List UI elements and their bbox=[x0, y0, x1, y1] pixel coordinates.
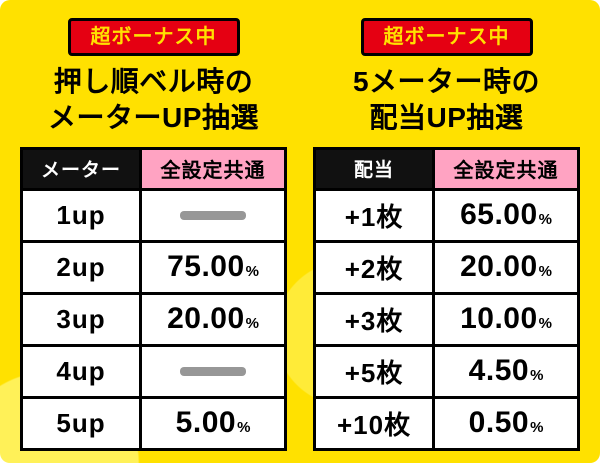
panel-title-line1: 押し順ベル時の bbox=[53, 66, 254, 97]
panel-payout-up: 超ボーナス中 5メーター時の 配当UP抽選 配当 全設定共通 +1枚 65.00… bbox=[312, 18, 580, 451]
row-label: +5枚 bbox=[312, 343, 436, 399]
table-row: +1枚 65.00% bbox=[312, 187, 580, 243]
table-row: +2枚 20.00% bbox=[312, 239, 580, 295]
header-all-settings: 全設定共通 bbox=[432, 146, 580, 191]
row-value-number: 20.00 bbox=[167, 302, 245, 336]
table-header-row: メーター 全設定共通 bbox=[19, 146, 287, 191]
payout-up-table: 配当 全設定共通 +1枚 65.00% +2枚 20.00% +3枚 bbox=[312, 146, 580, 451]
row-value: 10.00% bbox=[432, 291, 580, 347]
row-label: 5up bbox=[19, 395, 143, 451]
table-row: +10枚 0.50% bbox=[312, 395, 580, 451]
row-value-number: 75.00 bbox=[167, 250, 245, 284]
panel-title-line2: 配当UP抽選 bbox=[369, 102, 524, 134]
percent-sign: % bbox=[538, 211, 552, 229]
table-row: 1up bbox=[19, 187, 287, 243]
panel-meter-up: 超ボーナス中 押し順ベル時の メーターUP抽選 メーター 全設定共通 1up bbox=[19, 18, 287, 451]
row-value bbox=[139, 187, 287, 243]
percent-sign: % bbox=[245, 263, 259, 281]
row-value-number: 65.00 bbox=[460, 198, 538, 232]
status-badge: 超ボーナス中 bbox=[360, 18, 533, 56]
table-row: 5up 5.00% bbox=[19, 395, 287, 451]
panel-title: 押し順ベル時の メーターUP抽選 bbox=[48, 64, 259, 137]
row-value: 0.50% bbox=[432, 395, 580, 451]
row-label: 2up bbox=[19, 239, 143, 295]
header-all-settings: 全設定共通 bbox=[139, 146, 287, 191]
dash-bar bbox=[180, 210, 247, 220]
header-meter: メーター bbox=[19, 146, 143, 191]
meter-up-table: メーター 全設定共通 1up 2up 75.00% 3up 2 bbox=[19, 146, 287, 451]
table-row: +3枚 10.00% bbox=[312, 291, 580, 347]
table-row: 2up 75.00% bbox=[19, 239, 287, 295]
row-value: 75.00% bbox=[139, 239, 287, 295]
percent-sign: % bbox=[530, 367, 544, 385]
row-label: 3up bbox=[19, 291, 143, 347]
table-header-row: 配当 全設定共通 bbox=[312, 146, 580, 191]
row-label: +2枚 bbox=[312, 239, 436, 295]
table-row: 4up bbox=[19, 343, 287, 399]
row-value-number: 20.00 bbox=[460, 250, 538, 284]
percent-sign: % bbox=[237, 419, 251, 437]
header-payout: 配当 bbox=[312, 146, 436, 191]
row-value: 20.00% bbox=[139, 291, 287, 347]
row-value bbox=[139, 343, 287, 399]
percent-sign: % bbox=[538, 315, 552, 333]
percent-sign: % bbox=[530, 419, 544, 437]
row-label: +3枚 bbox=[312, 291, 436, 347]
status-badge: 超ボーナス中 bbox=[67, 18, 240, 56]
percent-sign: % bbox=[245, 315, 259, 333]
row-label: 1up bbox=[19, 187, 143, 243]
row-value: 65.00% bbox=[432, 187, 580, 243]
row-value: 5.00% bbox=[139, 395, 287, 451]
panel-title-line1: 5メーター時の bbox=[352, 66, 541, 97]
row-value: 4.50% bbox=[432, 343, 580, 399]
row-label: +1枚 bbox=[312, 187, 436, 243]
row-value-number: 0.50 bbox=[468, 406, 530, 440]
dash-bar bbox=[180, 366, 247, 376]
panels-container: 超ボーナス中 押し順ベル時の メーターUP抽選 メーター 全設定共通 1up bbox=[19, 18, 580, 451]
row-value-number: 4.50 bbox=[468, 354, 530, 388]
percent-sign: % bbox=[538, 263, 552, 281]
row-value-number: 5.00 bbox=[175, 406, 237, 440]
row-label: 4up bbox=[19, 343, 143, 399]
row-value-number: 10.00 bbox=[460, 302, 538, 336]
panel-title: 5メーター時の 配当UP抽選 bbox=[353, 64, 540, 137]
table-row: 3up 20.00% bbox=[19, 291, 287, 347]
table-row: +5枚 4.50% bbox=[312, 343, 580, 399]
row-value: 20.00% bbox=[432, 239, 580, 295]
row-label: +10枚 bbox=[312, 395, 436, 451]
panel-title-line2: メーターUP抽選 bbox=[48, 102, 259, 134]
